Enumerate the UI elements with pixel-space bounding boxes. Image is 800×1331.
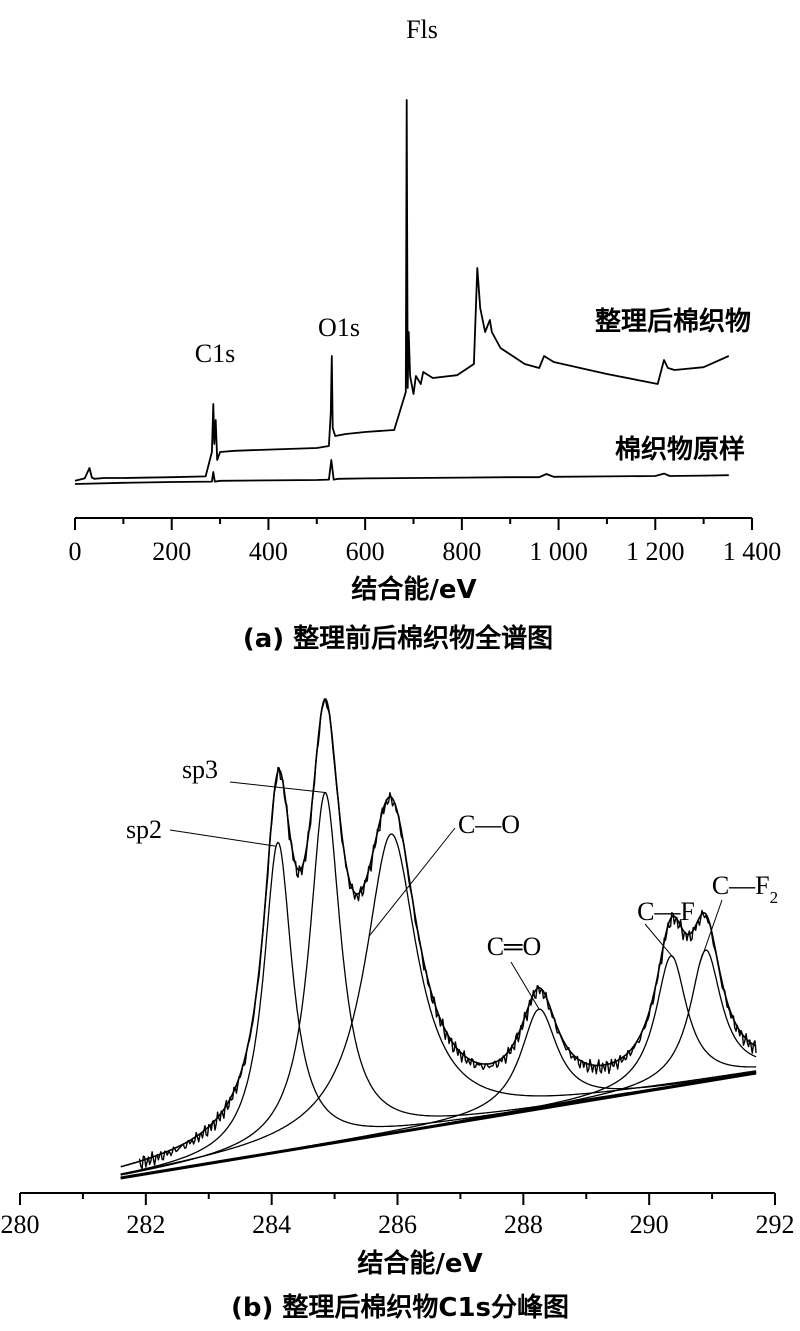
x-tick-label: 284 [252,1210,291,1239]
x-tick-label: 1 000 [529,537,588,566]
component-label-sp3: sp3 [182,755,218,784]
leader-line-c-double-o [510,961,540,1010]
fit-component-curves [120,792,757,1179]
raw-c1s-spectrum-line [138,698,757,1170]
leader-line-c-f2 [699,899,723,965]
panel-a-x-ticks: 0 200 400 600 800 1 000 1 200 1 400 [69,518,782,566]
leader-line-c-o [368,827,456,937]
panel-a-survey-spectrum: 0 200 400 600 800 1 000 1 200 1 400 C1s O1s Fls… [69,15,782,654]
component-label-c-f2-main: C—F [712,871,770,900]
peak-label-c1s: C1s [195,339,235,368]
x-tick-label: 282 [126,1210,165,1239]
leader-line-sp3 [229,781,326,793]
panel-a-caption: (a) 整理前后棉织物全谱图 [243,623,553,654]
x-tick-label: 290 [630,1210,669,1239]
x-tick-label: 288 [504,1210,543,1239]
component-label-c-o: C—O [458,810,520,839]
leader-line-c-f [644,923,675,960]
series-line-raw-cotton [74,459,729,485]
x-tick-label: 600 [346,537,385,566]
x-tick-label: 1 200 [626,537,685,566]
leader-line-sp2 [169,829,277,847]
component-label-c-f: C—F [637,897,695,926]
x-tick-label: 400 [249,537,288,566]
peak-label-o1s: O1s [318,313,360,342]
component-curve-c-f [120,955,757,1179]
series-line-treated-cotton [74,99,730,482]
component-curve-c-f2 [120,949,757,1179]
panel-b-caption: (b) 整理后棉织物C1s分峰图 [231,1292,569,1323]
series-label-treated-cotton: 整理后棉织物 [595,306,751,337]
component-curve-sp3 [120,792,757,1176]
x-tick-label: 280 [1,1210,40,1239]
component-label-sp2: sp2 [126,815,162,844]
peak-label-f1s: Fls [406,15,438,44]
component-label-c-f2-subscript: 2 [770,888,779,907]
component-label-c-double-o: C═O [487,932,542,961]
x-tick-label: 200 [152,537,191,566]
panel-b-x-axis-title: 结合能/eV [357,1248,482,1279]
series-label-raw-cotton: 棉织物原样 [615,434,745,465]
x-tick-label: 800 [442,537,481,566]
panel-b-c1s-fit: 280 282 284 286 288 290 292 sp2 sp3 C—O C═O C—… [1,698,795,1323]
x-tick-label: 0 [69,537,82,566]
panel-a-x-axis-title: 结合能/eV [351,574,476,605]
x-tick-label: 286 [378,1210,417,1239]
peak-leader-lines [169,781,723,1010]
x-tick-label: 1 400 [723,537,782,566]
component-label-c-f2: C—F2 [712,871,778,907]
x-tick-label: 292 [756,1210,795,1239]
panel-b-x-ticks: 280 282 284 286 288 290 292 [1,1193,795,1239]
